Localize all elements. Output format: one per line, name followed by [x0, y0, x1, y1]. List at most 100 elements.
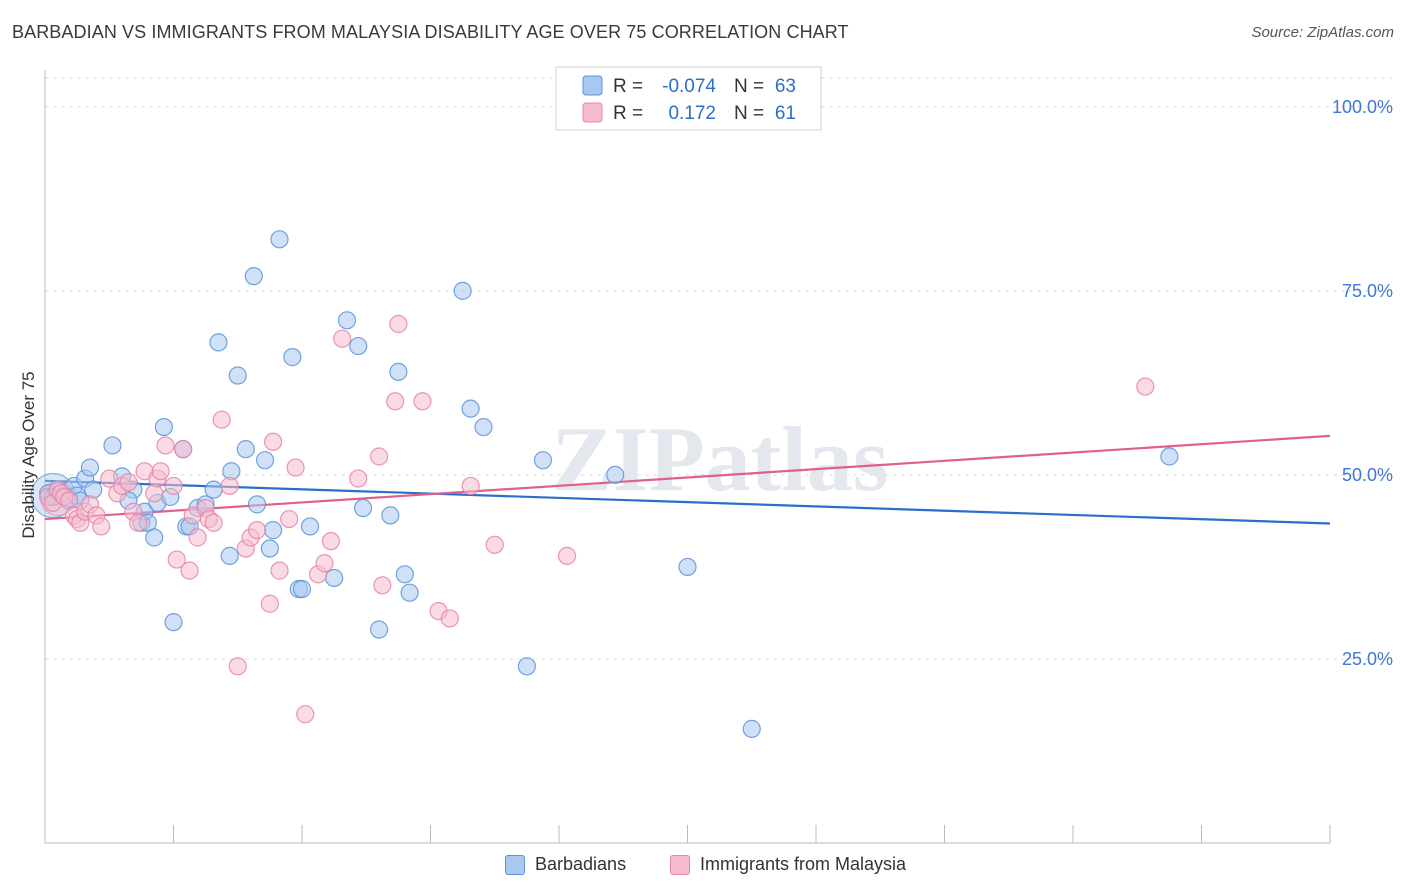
legend-swatch-blue: [582, 75, 603, 96]
data-point: [220, 546, 239, 565]
data-point: [286, 458, 305, 477]
data-point: [300, 517, 320, 536]
data-point: [413, 392, 432, 411]
y-axis-label: Disability Age Over 75: [19, 371, 38, 538]
legend-swatch-pink: [582, 102, 603, 123]
data-point: [337, 311, 357, 330]
data-point: [270, 230, 289, 249]
data-point: [389, 314, 408, 334]
data-point: [263, 521, 283, 540]
data-point: [220, 476, 239, 496]
data-point: [228, 366, 247, 385]
data-point: [145, 484, 164, 503]
data-point: [517, 657, 536, 676]
data-point: [263, 432, 283, 451]
y-tick-label: 100.0%: [1332, 97, 1393, 117]
y-tick-label: 75.0%: [1342, 281, 1393, 301]
data-point: [606, 465, 625, 485]
data-point: [296, 705, 315, 724]
data-point: [260, 594, 279, 613]
data-point: [255, 451, 275, 470]
data-point: [370, 620, 389, 639]
source-credit: Source: ZipAtlas.com: [1251, 24, 1394, 41]
data-point: [167, 550, 186, 569]
y-tick-label: 25.0%: [1342, 649, 1393, 669]
data-point: [400, 583, 419, 602]
data-point: [373, 576, 392, 595]
data-point: [395, 565, 414, 584]
data-point: [103, 436, 122, 455]
data-point: [188, 528, 207, 547]
legend-label: Barbadians: [535, 854, 627, 874]
data-point: [386, 392, 405, 411]
legend-r-value: -0.074: [662, 76, 716, 97]
legend-n-label: N =: [734, 103, 764, 124]
data-point: [453, 281, 472, 300]
watermark: ZIPatlas: [551, 408, 888, 510]
legend-n-label: N =: [734, 76, 764, 97]
legend-item-immigrants-from-malaysia[interactable]: Immigrants from Malaysia: [670, 854, 906, 875]
data-point: [349, 469, 368, 488]
scatter-chart: ZIPatlas 25.0%50.0%75.0%100.0% 0.0%8.0% …: [19, 66, 1393, 844]
legend-n-value: 61: [775, 103, 796, 124]
data-point: [389, 362, 408, 381]
legend-item-barbadians[interactable]: Barbadians: [505, 854, 626, 875]
chart-title: BARBADIAN VS IMMIGRANTS FROM MALAYSIA DI…: [12, 22, 849, 42]
data-point: [129, 513, 148, 532]
data-point: [461, 476, 480, 496]
data-point: [353, 498, 373, 518]
data-point: [212, 410, 231, 429]
data-point: [154, 417, 173, 437]
legend-r-value: 0.172: [668, 103, 716, 124]
data-point: [678, 557, 697, 577]
data-point: [1136, 377, 1155, 396]
data-point: [145, 528, 164, 547]
y-tick-labels: 25.0% 50.0% 75.0% 100.0%: [1332, 97, 1393, 669]
data-point: [174, 440, 193, 459]
data-point: [533, 451, 553, 470]
data-point: [260, 539, 279, 558]
legend-label: Immigrants from Malaysia: [700, 854, 907, 874]
data-point: [204, 513, 223, 532]
legend-r-label: R =: [613, 76, 643, 97]
data-point: [151, 462, 170, 481]
data-point: [236, 440, 255, 459]
axes: [44, 70, 1331, 844]
data-point: [440, 609, 459, 628]
series-legend: Barbadians Immigrants from Malaysia: [0, 850, 1406, 880]
data-point: [283, 348, 302, 367]
legend-n-value: 63: [775, 76, 796, 97]
correlation-legend: R = -0.074 N = 63 R = 0.172 N = 61: [555, 66, 822, 131]
data-point: [247, 495, 267, 514]
data-point: [333, 329, 352, 348]
legend-r-label: R =: [613, 103, 643, 124]
gridlines: [45, 77, 1392, 660]
legend-swatch-pink: [670, 854, 690, 875]
data-point: [321, 532, 341, 551]
y-tick-label: 50.0%: [1342, 465, 1393, 485]
data-point: [280, 509, 299, 529]
data-point: [164, 476, 183, 496]
data-point: [474, 417, 493, 437]
data-point: [270, 561, 289, 580]
data-points: [30, 230, 1179, 738]
data-point: [209, 333, 228, 352]
legend-swatch-blue: [505, 854, 525, 875]
data-point: [325, 568, 344, 588]
data-point: [84, 480, 103, 499]
data-point: [381, 506, 400, 525]
data-point: [164, 613, 183, 632]
data-point: [92, 517, 111, 536]
data-point: [485, 535, 504, 554]
trendline-barbadians: [44, 479, 1331, 525]
data-point: [370, 447, 389, 466]
data-point: [742, 719, 761, 738]
data-point: [1160, 447, 1179, 466]
data-point: [180, 561, 199, 580]
data-point: [557, 546, 577, 565]
data-point: [244, 267, 263, 286]
data-point: [349, 336, 368, 356]
data-point: [156, 436, 175, 455]
data-point: [80, 458, 100, 477]
data-point: [315, 554, 334, 573]
